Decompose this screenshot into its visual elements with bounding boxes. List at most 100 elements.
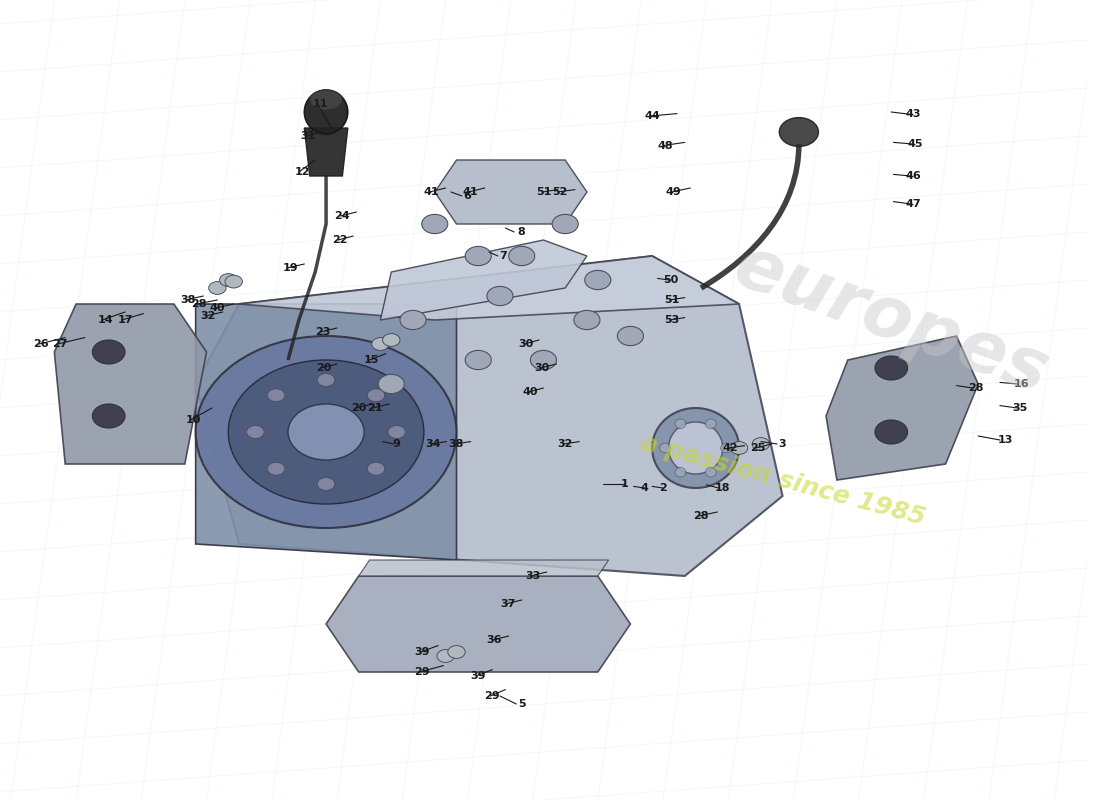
Text: 46: 46 bbox=[905, 171, 921, 181]
Text: 27: 27 bbox=[52, 339, 67, 349]
Text: 18: 18 bbox=[715, 483, 730, 493]
Text: 11: 11 bbox=[312, 99, 329, 109]
Circle shape bbox=[220, 274, 236, 286]
Text: 10: 10 bbox=[186, 415, 201, 425]
Text: 1: 1 bbox=[621, 479, 629, 489]
Text: 12: 12 bbox=[295, 167, 310, 177]
Text: 29: 29 bbox=[485, 691, 501, 701]
Polygon shape bbox=[326, 576, 630, 672]
Circle shape bbox=[226, 275, 242, 288]
Text: 43: 43 bbox=[905, 110, 921, 119]
Ellipse shape bbox=[675, 467, 685, 477]
Circle shape bbox=[372, 338, 389, 350]
Text: 9: 9 bbox=[393, 439, 400, 449]
Ellipse shape bbox=[705, 419, 716, 429]
Text: 5: 5 bbox=[518, 699, 526, 709]
Circle shape bbox=[288, 404, 364, 460]
Polygon shape bbox=[381, 240, 587, 320]
Text: 32: 32 bbox=[558, 439, 573, 449]
Text: 44: 44 bbox=[645, 111, 660, 121]
Circle shape bbox=[552, 214, 579, 234]
Circle shape bbox=[437, 650, 454, 662]
Text: 2: 2 bbox=[659, 483, 667, 493]
Text: 38: 38 bbox=[180, 295, 196, 305]
Circle shape bbox=[378, 374, 405, 394]
Text: 49: 49 bbox=[666, 187, 682, 197]
Text: 19: 19 bbox=[283, 263, 298, 273]
Ellipse shape bbox=[705, 467, 716, 477]
Polygon shape bbox=[305, 128, 348, 176]
Text: 29: 29 bbox=[414, 667, 429, 677]
Circle shape bbox=[421, 214, 448, 234]
Circle shape bbox=[267, 389, 285, 402]
Circle shape bbox=[400, 310, 426, 330]
Text: 48: 48 bbox=[658, 141, 673, 150]
Circle shape bbox=[487, 286, 513, 306]
Polygon shape bbox=[434, 160, 587, 224]
Circle shape bbox=[465, 246, 492, 266]
Text: 28: 28 bbox=[693, 511, 708, 521]
Circle shape bbox=[617, 326, 643, 346]
Text: 34: 34 bbox=[425, 439, 440, 449]
Text: 26: 26 bbox=[33, 339, 50, 349]
Polygon shape bbox=[54, 304, 207, 464]
Circle shape bbox=[209, 282, 227, 294]
Text: 51: 51 bbox=[536, 187, 551, 197]
Text: 24: 24 bbox=[334, 211, 350, 221]
Text: 22: 22 bbox=[332, 235, 348, 245]
Circle shape bbox=[448, 646, 465, 658]
Text: 45: 45 bbox=[908, 139, 923, 149]
Circle shape bbox=[228, 360, 424, 504]
Text: 17: 17 bbox=[118, 315, 133, 325]
Polygon shape bbox=[196, 256, 782, 576]
Circle shape bbox=[318, 478, 334, 490]
Text: 28: 28 bbox=[968, 383, 983, 393]
Text: 21: 21 bbox=[367, 403, 383, 413]
Circle shape bbox=[779, 118, 818, 146]
Circle shape bbox=[367, 462, 385, 475]
Text: 52: 52 bbox=[552, 187, 568, 197]
Text: 40: 40 bbox=[522, 387, 538, 397]
Text: 37: 37 bbox=[499, 599, 515, 609]
Circle shape bbox=[367, 389, 385, 402]
Text: 30: 30 bbox=[518, 339, 534, 349]
Text: 35: 35 bbox=[1012, 403, 1027, 413]
Ellipse shape bbox=[675, 419, 685, 429]
Circle shape bbox=[383, 334, 400, 346]
Text: 38: 38 bbox=[449, 439, 464, 449]
Circle shape bbox=[196, 336, 456, 528]
Text: 42: 42 bbox=[723, 443, 738, 453]
Ellipse shape bbox=[652, 408, 739, 488]
Text: 16: 16 bbox=[1014, 379, 1030, 389]
Text: 31: 31 bbox=[300, 131, 316, 141]
Circle shape bbox=[465, 350, 492, 370]
Circle shape bbox=[246, 426, 264, 438]
Text: 20: 20 bbox=[316, 363, 331, 373]
Ellipse shape bbox=[305, 90, 348, 134]
Text: 47: 47 bbox=[905, 199, 921, 209]
Text: 15: 15 bbox=[364, 355, 380, 365]
Text: 13: 13 bbox=[998, 435, 1013, 445]
Ellipse shape bbox=[669, 422, 723, 474]
Ellipse shape bbox=[660, 443, 671, 453]
Text: 40: 40 bbox=[210, 303, 225, 313]
Circle shape bbox=[530, 350, 557, 370]
Circle shape bbox=[508, 246, 535, 266]
Text: europes: europes bbox=[725, 231, 1058, 409]
Text: 7: 7 bbox=[499, 251, 507, 261]
Text: 51: 51 bbox=[664, 295, 680, 305]
Polygon shape bbox=[826, 336, 978, 480]
Text: 6: 6 bbox=[463, 191, 471, 201]
Circle shape bbox=[874, 420, 907, 444]
Text: a passion since 1985: a passion since 1985 bbox=[638, 430, 927, 530]
Text: 33: 33 bbox=[525, 571, 540, 581]
Circle shape bbox=[874, 356, 907, 380]
Text: 39: 39 bbox=[414, 647, 429, 657]
Text: 28: 28 bbox=[191, 299, 207, 309]
Circle shape bbox=[574, 310, 600, 330]
Circle shape bbox=[730, 442, 748, 454]
Ellipse shape bbox=[720, 443, 732, 453]
Text: 23: 23 bbox=[315, 327, 330, 337]
Text: 53: 53 bbox=[664, 315, 680, 325]
Text: 41: 41 bbox=[424, 187, 439, 197]
